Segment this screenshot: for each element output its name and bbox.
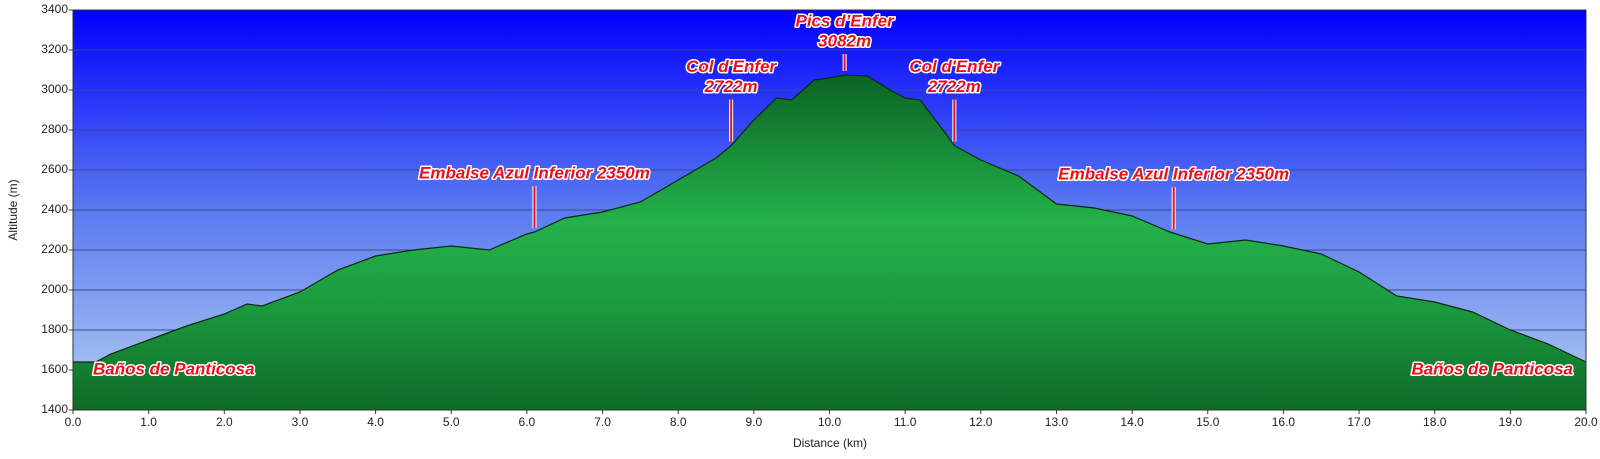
x-tick-label: 6.0	[519, 415, 536, 429]
y-tick-label: 3000	[41, 82, 68, 96]
y-tick-label: 1800	[41, 322, 68, 336]
annotation-label: 2722m	[704, 77, 758, 96]
x-tick-label: 19.0	[1499, 415, 1523, 429]
x-tick-label: 15.0	[1196, 415, 1220, 429]
y-tick-label: 3200	[41, 42, 68, 56]
x-tick-label: 18.0	[1423, 415, 1447, 429]
y-tick-label: 2200	[41, 242, 68, 256]
x-tick-label: 0.0	[65, 415, 82, 429]
x-tick-label: 16.0	[1272, 415, 1296, 429]
x-tick-label: 2.0	[216, 415, 233, 429]
y-tick-label: 2400	[41, 202, 68, 216]
x-tick-label: 20.0	[1574, 415, 1598, 429]
annotation-label: 2722m	[927, 77, 981, 96]
y-tick-label: 2600	[41, 162, 68, 176]
x-tick-label: 17.0	[1347, 415, 1371, 429]
y-tick-label: 2800	[41, 122, 68, 136]
x-tick-label: 8.0	[670, 415, 687, 429]
x-tick-label: 13.0	[1045, 415, 1069, 429]
x-tick-label: 3.0	[292, 415, 309, 429]
annotation-label: Embalse Azul Inferior 2350m	[419, 163, 650, 182]
x-tick-label: 10.0	[818, 415, 842, 429]
x-tick-label: 7.0	[594, 415, 611, 429]
x-tick-label: 5.0	[443, 415, 460, 429]
y-tick-label: 1600	[41, 362, 68, 376]
annotation-label: Col d'Enfer	[909, 57, 1000, 76]
annotation-label: Pics d’Enfer	[795, 11, 895, 30]
x-tick-label: 14.0	[1120, 415, 1144, 429]
x-tick-label: 12.0	[969, 415, 993, 429]
x-axis-title: Distance (km)	[793, 436, 867, 450]
x-tick-label: 4.0	[367, 415, 384, 429]
y-tick-label: 2000	[41, 282, 68, 296]
annotation-label: 3082m	[818, 31, 871, 50]
elevation-area	[73, 75, 1586, 410]
x-tick-label: 1.0	[140, 415, 157, 429]
x-tick-label: 9.0	[746, 415, 763, 429]
y-tick-label: 1400	[41, 402, 68, 416]
end-label: Baños de Panticosa	[93, 359, 255, 378]
annotation-label: Col d'Enfer	[686, 57, 777, 76]
elevation-line	[73, 74, 1587, 363]
x-tick-label: 11.0	[894, 415, 917, 429]
y-tick-label: 3400	[41, 2, 68, 16]
annotation-label: Embalse Azul Inferior 2350m	[1058, 165, 1289, 184]
y-axis-title: Altitude (m)	[6, 179, 20, 240]
end-label: Baños de Panticosa	[1411, 359, 1573, 378]
